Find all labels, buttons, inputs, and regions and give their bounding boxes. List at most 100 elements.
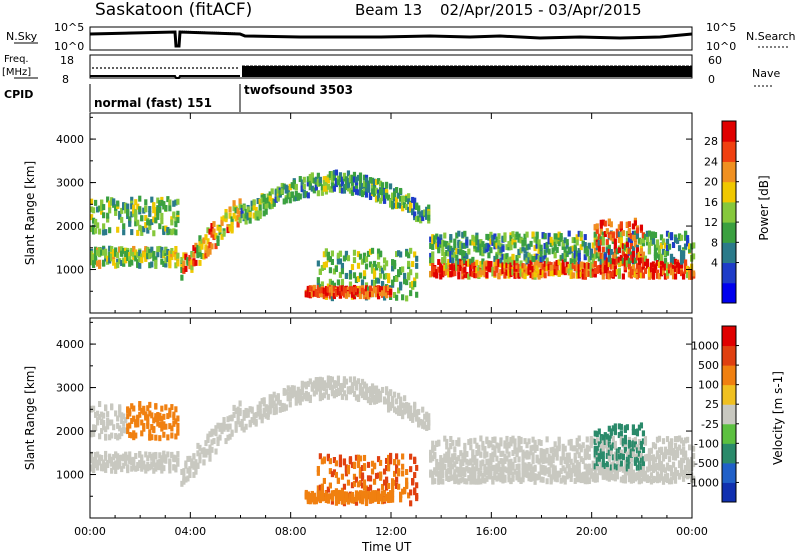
velocity-cell: [543, 465, 547, 472]
velocity-cell: [370, 383, 375, 390]
power-cell: [380, 290, 385, 297]
velocity-cell: [557, 442, 561, 449]
velocity-cell: [489, 440, 493, 447]
power-cell: [431, 243, 435, 250]
velocity-cell: [605, 433, 609, 440]
power-cell: [673, 266, 678, 273]
velocity-cell: [176, 458, 180, 465]
power-cell: [529, 258, 533, 265]
power-cell: [407, 260, 411, 267]
velocity-cell: [142, 460, 146, 467]
velocity-cell: [491, 444, 495, 451]
power-cell: [346, 291, 351, 298]
velocity-cell: [188, 469, 192, 476]
power-cell: [294, 190, 298, 197]
velocity-cell: [471, 467, 475, 474]
power-cell: [451, 254, 455, 261]
velocity-cell: [318, 395, 322, 402]
power-cell: [340, 187, 345, 194]
power-cell: [573, 244, 577, 251]
velocity-cell: [559, 459, 563, 466]
velocity-cell: [290, 392, 294, 399]
power-cell: [435, 233, 439, 240]
power-cell: [469, 258, 473, 265]
power-cell: [366, 286, 371, 293]
velocity-cell: [639, 457, 644, 464]
velocity-cell: [447, 461, 451, 468]
power-cell: [647, 230, 652, 237]
power-cell: [645, 230, 650, 237]
velocity-cell: [627, 454, 631, 461]
velocity-cell: [411, 416, 415, 423]
power-cell: [234, 207, 238, 214]
power-cell: [553, 268, 557, 275]
velocity-cell: [102, 412, 106, 419]
velocity-cell: [316, 465, 320, 472]
velocity-cell: [372, 385, 377, 392]
power-cell: [643, 255, 648, 262]
power-cell: [306, 285, 310, 292]
velocity-cell: [110, 432, 114, 439]
power-cell: [613, 252, 617, 259]
power-cell: [617, 247, 621, 254]
velocity-cell: [362, 464, 367, 471]
velocity-cell: [545, 467, 549, 474]
power-cell: [272, 200, 276, 207]
power-cell: [374, 187, 379, 194]
colorbar-segment: [722, 222, 736, 243]
power-cell: [122, 229, 126, 236]
power-cell: [683, 234, 688, 241]
velocity-cell: [260, 413, 264, 420]
power-cell: [489, 261, 493, 268]
velocity-colorbar-label: Velocity [m s-1]: [771, 371, 785, 465]
power-cell: [621, 250, 625, 257]
velocity-cell: [551, 467, 555, 474]
velocity-cell: [415, 492, 419, 499]
velocity-cell: [579, 477, 583, 484]
velocity-cell: [110, 460, 114, 467]
velocity-cell: [615, 473, 619, 480]
velocity-cell: [360, 392, 365, 399]
velocity-cell: [368, 386, 373, 393]
power-cell: [651, 234, 656, 241]
velocity-cell: [509, 478, 513, 485]
power-cell: [144, 206, 148, 213]
velocity-cell: [531, 436, 535, 443]
velocity-cell: [294, 393, 298, 400]
power-cell: [421, 215, 425, 222]
velocity-cell: [104, 454, 108, 461]
power-cell: [683, 263, 688, 270]
velocity-cell: [136, 415, 140, 422]
velocity-cell: [222, 422, 226, 429]
velocity-cell: [427, 424, 431, 431]
velocity-cell: [641, 460, 646, 467]
power-cell: [637, 264, 642, 271]
velocity-cell: [443, 456, 447, 463]
power-cell: [555, 260, 559, 267]
power-cell: [182, 252, 186, 259]
velocity-cell: [322, 457, 326, 464]
power-cell: [350, 185, 355, 192]
colorbar-tick-label: 25: [705, 398, 719, 411]
power-cell: [429, 252, 433, 259]
velocity-cell: [567, 472, 571, 479]
velocity-cell: [98, 454, 102, 461]
velocity-cell: [232, 411, 236, 418]
velocity-cell: [479, 460, 483, 467]
power-cell: [220, 219, 224, 226]
power-cell: [346, 255, 351, 262]
velocity-cell: [633, 429, 638, 436]
power-cell: [471, 234, 475, 241]
power-cell: [567, 268, 571, 275]
velocity-cell: [609, 432, 613, 439]
power-cell: [300, 186, 304, 193]
power-cell: [274, 189, 278, 196]
power-cell: [471, 256, 475, 263]
power-cell: [487, 233, 491, 240]
power-cell: [326, 286, 330, 293]
velocity-cell: [170, 425, 174, 432]
velocity-cell: [148, 429, 152, 436]
velocity-cell: [531, 469, 535, 476]
power-cell: [581, 273, 585, 280]
